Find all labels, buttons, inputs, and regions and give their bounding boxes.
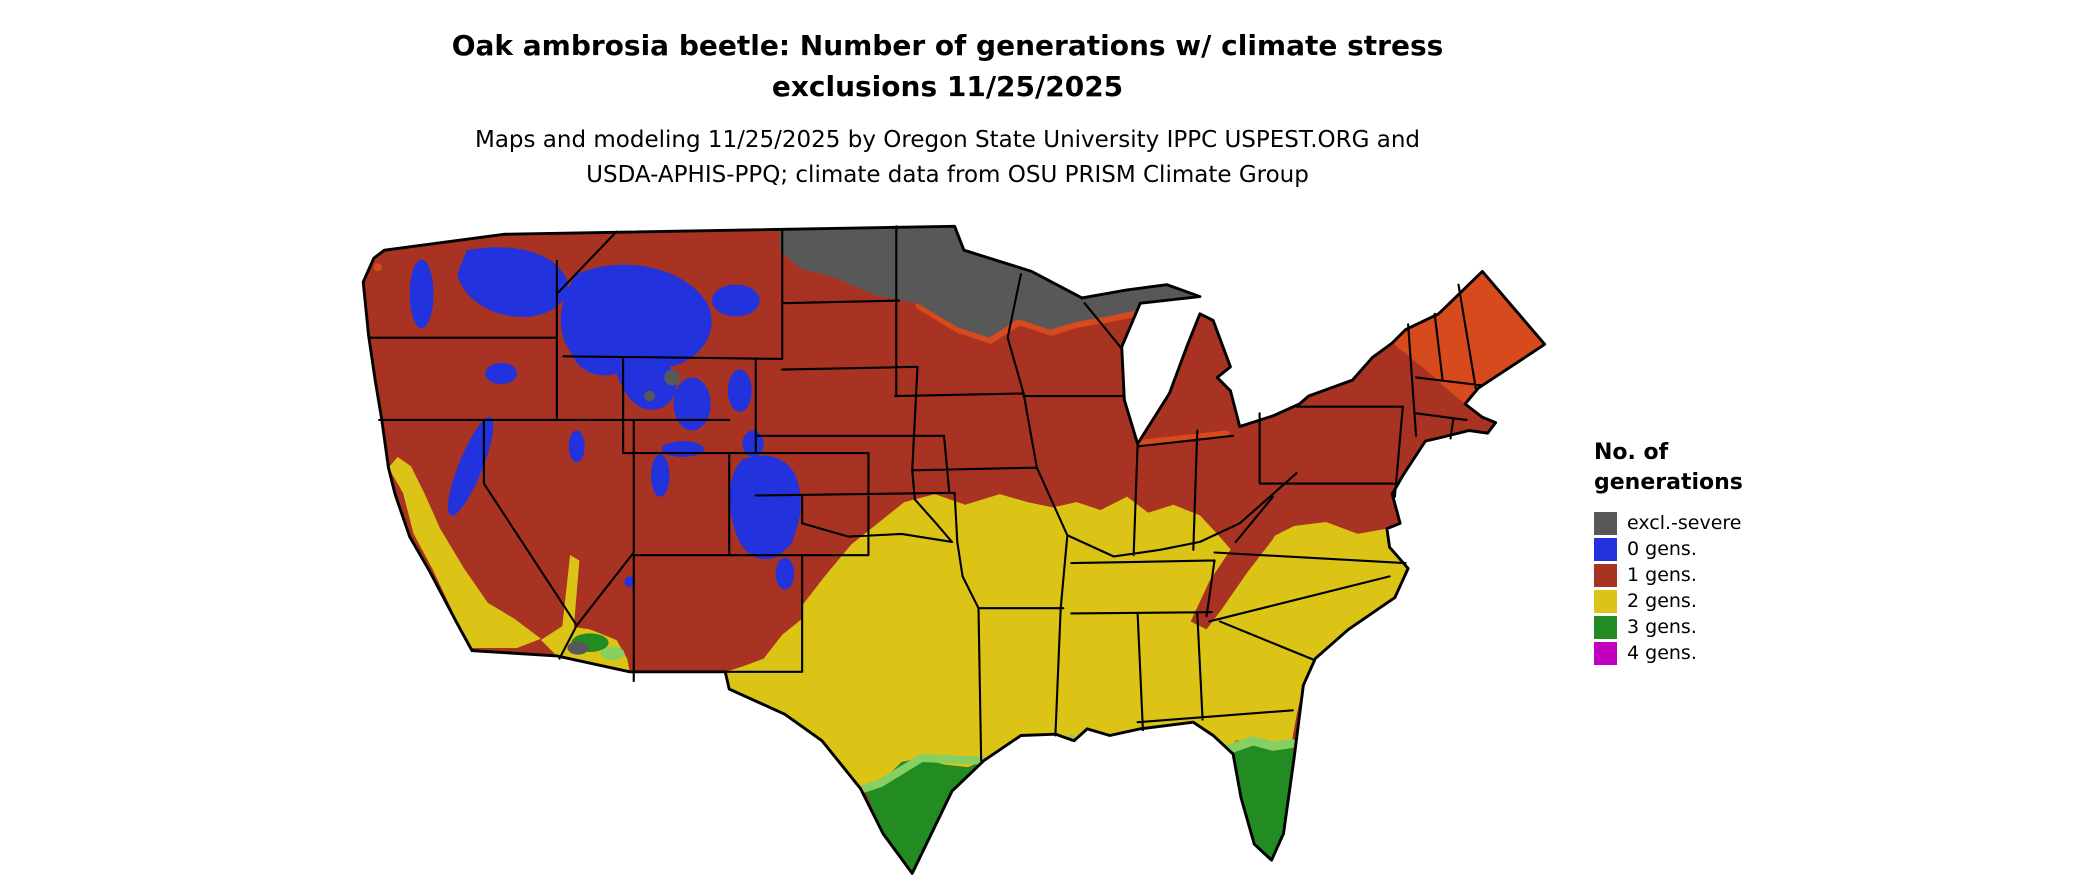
legend-items: excl.-severe 0 gens. 1 gens. 2 gens. 3 g… [1594, 510, 1743, 666]
legend-item: 0 gens. [1594, 536, 1743, 562]
attribution-subtitle: Maps and modeling 11/25/2025 by Oregon S… [0, 123, 1895, 192]
region-excl-severe [567, 226, 1200, 655]
page-title: Oak ambrosia beetle: Number of generatio… [0, 26, 1895, 107]
legend-heading: No. of generations [1594, 438, 1743, 497]
legend-item-label: 4 gens. [1627, 642, 1697, 665]
region-3gen-florida-keys [1243, 870, 1250, 874]
legend-item-label: 3 gens. [1627, 616, 1697, 639]
us-generations-map [342, 221, 1554, 884]
region-3gen-florida-keys [1232, 867, 1239, 874]
legend: No. of generations excl.-severe 0 gens. … [1594, 438, 1743, 666]
title-line-1: Oak ambrosia beetle: Number of generatio… [451, 29, 1444, 62]
subtitle-line-1: Maps and modeling 11/25/2025 by Oregon S… [474, 127, 1421, 154]
region-2gen-california [388, 457, 541, 648]
legend-color-swatch [1594, 641, 1617, 665]
legend-item-label: excl.-severe [1627, 512, 1742, 535]
legend-item: 1 gens. [1594, 562, 1743, 588]
header: Oak ambrosia beetle: Number of generatio… [0, 26, 1895, 192]
fringe-south-texas [860, 754, 988, 793]
legend-heading-line-1: No. of [1594, 440, 1669, 465]
region-3gen-south-texas [864, 758, 984, 874]
legend-color-swatch [1594, 537, 1617, 561]
title-line-2: exclusions 11/25/2025 [771, 69, 1124, 103]
legend-item-label: 2 gens. [1627, 590, 1697, 613]
legend-color-swatch [1594, 615, 1617, 639]
region-2gen-colorado-river-strip [559, 555, 580, 656]
us-outline [361, 224, 1547, 875]
legend-color-swatch [1594, 563, 1617, 587]
region-1gen-appalachian-tongue [1190, 502, 1295, 630]
legend-item: 4 gens. [1594, 640, 1743, 666]
map-fill-layers [363, 226, 1545, 874]
region-0gen-mountains [409, 247, 801, 590]
legend-item: 2 gens. [1594, 588, 1743, 614]
fringe-north-florida [1225, 735, 1297, 754]
legend-item-label: 0 gens. [1627, 538, 1697, 561]
legend-item-label: 1 gens. [1627, 564, 1697, 587]
legend-item: 3 gens. [1594, 614, 1743, 640]
fringe-arizona [600, 646, 625, 660]
us-map-svg [361, 224, 1547, 875]
legend-color-swatch [1594, 589, 1617, 613]
legend-item: excl.-severe [1594, 510, 1743, 536]
state-borders [367, 225, 1484, 762]
legend-heading-line-2: generations [1594, 469, 1743, 495]
region-3gen-florida [1230, 740, 1295, 861]
subtitle-line-2: USDA-APHIS-PPQ; climate data from OSU PR… [586, 161, 1309, 188]
legend-color-swatch [1594, 511, 1617, 535]
